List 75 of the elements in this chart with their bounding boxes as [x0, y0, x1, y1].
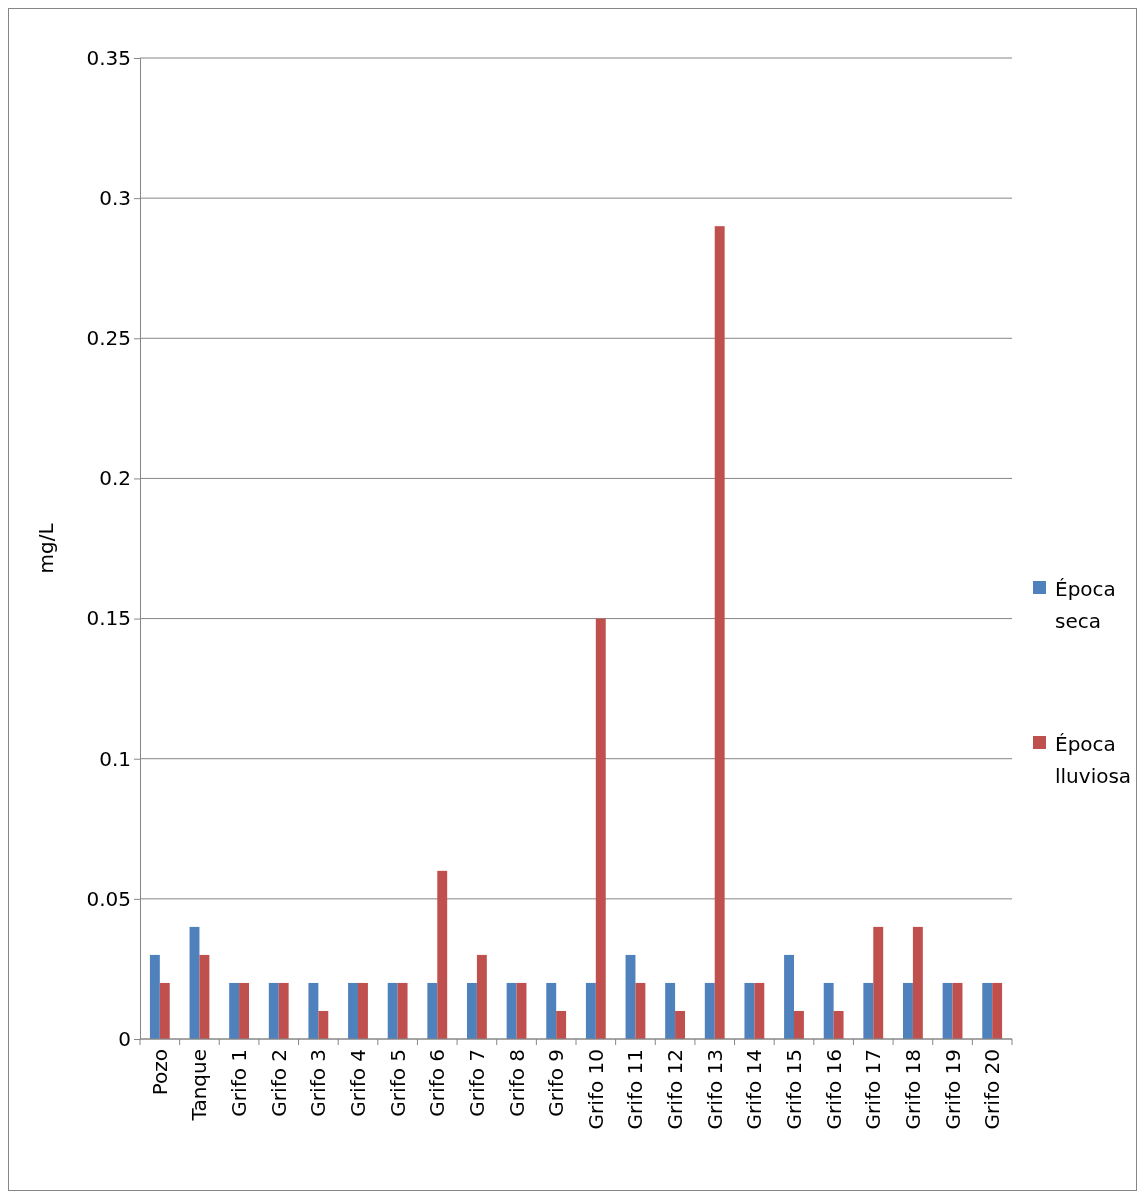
bar: [546, 982, 557, 1039]
x-tick-label: Grifo 17: [861, 1049, 886, 1130]
x-tick-label: Grifo 18: [900, 1049, 925, 1130]
bar: [348, 982, 358, 1039]
bar: [159, 982, 170, 1039]
y-tick-label: 0.2: [99, 466, 131, 491]
y-tick-label: 0.05: [86, 886, 131, 911]
bar: [318, 1010, 329, 1039]
y-axis-title: mg/L: [34, 522, 58, 574]
bar: [427, 982, 438, 1039]
bar: [675, 1010, 685, 1039]
x-tick-label: Grifo 15: [782, 1049, 806, 1130]
bar: [278, 982, 289, 1039]
bar: [784, 954, 794, 1039]
legend-label: Época lluviosa: [1055, 731, 1132, 788]
x-tick-label: Grifo 20: [980, 1049, 1005, 1130]
bar: [189, 926, 200, 1039]
bar: [556, 1010, 567, 1039]
bar: [704, 982, 715, 1039]
x-tick-label: Pozo: [147, 1049, 172, 1096]
bar: [754, 982, 765, 1039]
x-tick-label: Grifo 8: [504, 1049, 529, 1117]
y-tick-label: 0.1: [99, 746, 131, 771]
bar: [625, 954, 636, 1039]
bar: [199, 954, 210, 1039]
y-tick-label: 0.35: [86, 45, 131, 70]
bar: [823, 982, 834, 1039]
bar: [239, 982, 249, 1039]
y-tick-label: 0.15: [86, 606, 131, 631]
x-tick-label: Grifo 9: [544, 1049, 569, 1117]
bar: [585, 982, 596, 1039]
x-tick-label: Grifo 13: [702, 1049, 727, 1130]
bar: [595, 618, 606, 1039]
bar: [903, 982, 913, 1039]
bar: [714, 226, 725, 1039]
x-tick-label: Grifo 4: [346, 1049, 370, 1117]
bar: [437, 870, 448, 1039]
bar: [149, 954, 160, 1039]
bar: [833, 1010, 844, 1039]
x-tick-label: Tanque: [187, 1049, 212, 1122]
bar: [358, 982, 368, 1039]
bar: [794, 1010, 804, 1039]
y-tick-label: 0.25: [86, 326, 131, 351]
y-tick-label: 0.3: [99, 186, 131, 211]
bar: [476, 954, 487, 1039]
x-tick-label: Grifo 5: [385, 1049, 410, 1117]
x-tick-label: Grifo 19: [940, 1049, 965, 1130]
legend-label: Época seca: [1055, 576, 1116, 633]
x-tick-label: Grifo 3: [306, 1049, 331, 1117]
bar: [912, 926, 923, 1039]
bar: [992, 982, 1003, 1039]
bar: [863, 982, 874, 1039]
x-tick-label: Grifo 10: [583, 1049, 608, 1130]
bar: [308, 982, 319, 1039]
x-tick-label: Grifo 7: [464, 1049, 489, 1117]
x-tick-label: Grifo 6: [425, 1049, 450, 1117]
bar: [744, 982, 755, 1039]
bar: [506, 982, 517, 1039]
bar: [397, 982, 408, 1039]
bar: [467, 982, 477, 1039]
bar: [982, 982, 993, 1039]
x-tick-label: Grifo 12: [663, 1049, 688, 1130]
bar: [387, 982, 398, 1039]
x-tick-label: Grifo 16: [821, 1049, 846, 1130]
bar: [942, 982, 953, 1039]
x-tick-label: Grifo 1: [227, 1049, 252, 1117]
bar: [268, 982, 279, 1039]
bar: [873, 926, 884, 1039]
bar: [635, 982, 646, 1039]
x-tick-label: Grifo 2: [266, 1049, 291, 1117]
bar: [665, 982, 676, 1039]
x-tick-label: Grifo 14: [742, 1049, 767, 1130]
y-tick-label: 0: [118, 1026, 131, 1051]
bar: [229, 982, 240, 1039]
x-tick-label: Grifo 11: [623, 1049, 648, 1130]
